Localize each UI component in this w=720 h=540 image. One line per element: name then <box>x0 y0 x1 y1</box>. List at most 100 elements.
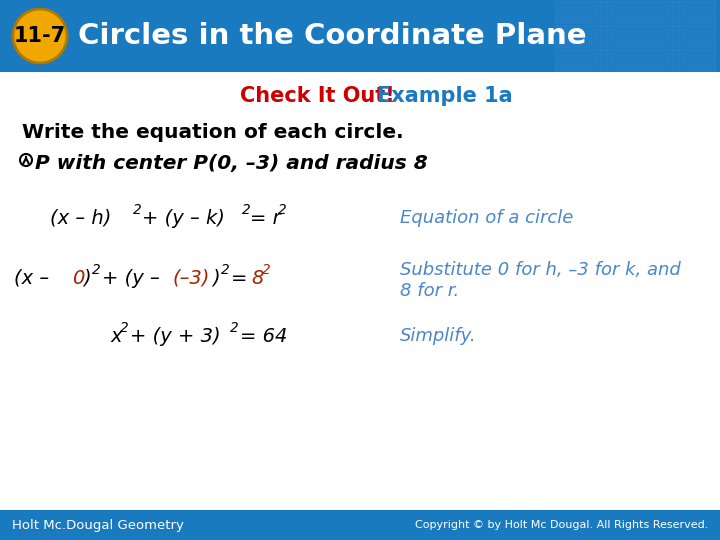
Bar <box>681 61 688 71</box>
Bar <box>690 37 697 47</box>
Bar <box>600 61 607 71</box>
Bar <box>654 1 661 11</box>
Text: (x –: (x – <box>14 268 55 287</box>
Bar <box>555 49 562 59</box>
Bar <box>618 49 625 59</box>
Bar <box>609 25 616 35</box>
Bar <box>636 61 643 71</box>
Bar <box>564 13 571 23</box>
Bar <box>636 1 643 11</box>
Text: 0: 0 <box>72 268 84 287</box>
Bar <box>699 61 706 71</box>
Bar <box>636 37 643 47</box>
Bar <box>708 49 715 59</box>
Bar <box>654 37 661 47</box>
Bar <box>690 61 697 71</box>
Bar <box>618 25 625 35</box>
Text: = r: = r <box>250 208 281 227</box>
Text: Simplify.: Simplify. <box>400 327 477 345</box>
Text: Circles in the Coordinate Plane: Circles in the Coordinate Plane <box>78 22 587 50</box>
Text: 2: 2 <box>242 203 251 217</box>
Bar <box>663 61 670 71</box>
Bar <box>663 25 670 35</box>
Bar <box>600 13 607 23</box>
Text: Check It Out!: Check It Out! <box>240 86 395 106</box>
Text: 2: 2 <box>262 264 271 278</box>
Bar <box>609 49 616 59</box>
Bar <box>564 25 571 35</box>
Bar <box>564 1 571 11</box>
Bar <box>609 1 616 11</box>
Text: + (y + 3): + (y + 3) <box>130 327 220 346</box>
Text: Equation of a circle: Equation of a circle <box>400 209 573 227</box>
Bar <box>609 61 616 71</box>
Bar <box>600 1 607 11</box>
Bar <box>636 49 643 59</box>
Bar <box>555 13 562 23</box>
Bar <box>627 25 634 35</box>
Text: =: = <box>231 268 253 287</box>
Bar <box>591 61 598 71</box>
Text: 2: 2 <box>221 264 230 278</box>
Text: Substitute 0 for h, –3 for k, and: Substitute 0 for h, –3 for k, and <box>400 261 680 279</box>
Bar <box>609 13 616 23</box>
Bar <box>654 25 661 35</box>
Bar <box>627 37 634 47</box>
Bar <box>690 13 697 23</box>
Text: 2: 2 <box>120 321 129 335</box>
Bar <box>600 49 607 59</box>
Bar <box>573 37 580 47</box>
Text: Example 1a: Example 1a <box>377 86 513 106</box>
Bar <box>672 49 679 59</box>
Bar <box>618 1 625 11</box>
Bar <box>690 49 697 59</box>
Bar <box>699 1 706 11</box>
Bar <box>555 25 562 35</box>
Bar <box>699 49 706 59</box>
Bar <box>663 49 670 59</box>
Bar <box>708 25 715 35</box>
Bar <box>582 49 589 59</box>
Bar <box>681 37 688 47</box>
Bar <box>618 37 625 47</box>
Bar <box>654 13 661 23</box>
Bar <box>627 13 634 23</box>
Bar <box>555 61 562 71</box>
Bar <box>672 13 679 23</box>
Bar <box>699 13 706 23</box>
Bar <box>699 37 706 47</box>
Bar <box>672 37 679 47</box>
Text: ): ) <box>212 268 220 287</box>
Bar <box>636 25 643 35</box>
Text: ): ) <box>83 268 91 287</box>
Bar <box>609 37 616 47</box>
Bar <box>591 1 598 11</box>
Bar <box>699 25 706 35</box>
Bar <box>681 49 688 59</box>
Bar <box>645 37 652 47</box>
Bar <box>681 13 688 23</box>
Bar <box>591 37 598 47</box>
Bar <box>582 25 589 35</box>
Bar <box>591 25 598 35</box>
Bar <box>582 37 589 47</box>
Bar <box>573 61 580 71</box>
Bar <box>654 49 661 59</box>
Bar <box>591 49 598 59</box>
Text: 2: 2 <box>92 264 101 278</box>
Text: (–3): (–3) <box>172 268 210 287</box>
Bar <box>690 1 697 11</box>
Bar <box>555 1 562 11</box>
Text: Copyright © by Holt Mc Dougal. All Rights Reserved.: Copyright © by Holt Mc Dougal. All Right… <box>415 520 708 530</box>
Text: + (y – k): + (y – k) <box>142 208 225 227</box>
Text: x: x <box>110 327 122 346</box>
Text: P with center P(0, –3) and radius 8: P with center P(0, –3) and radius 8 <box>35 153 428 172</box>
Bar <box>627 49 634 59</box>
Bar <box>618 13 625 23</box>
Bar <box>645 13 652 23</box>
Bar <box>654 61 661 71</box>
Bar <box>708 1 715 11</box>
Text: 8 for r.: 8 for r. <box>400 282 459 300</box>
Bar <box>708 13 715 23</box>
Bar <box>672 25 679 35</box>
